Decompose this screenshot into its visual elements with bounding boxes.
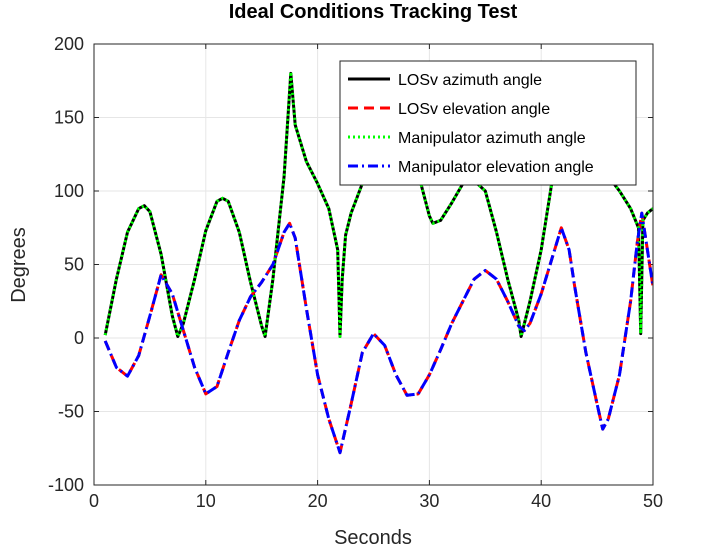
x-tick-label: 0 (89, 491, 99, 511)
y-tick-label: -100 (48, 475, 84, 495)
x-tick-label: 50 (643, 491, 663, 511)
legend-label: LOSv elevation angle (398, 101, 550, 118)
series-line-manipulator-elevation-angle (103, 211, 653, 455)
legend-label: Manipulator elevation angle (398, 159, 594, 176)
x-tick-label: 10 (196, 491, 216, 511)
plot-frame (93, 43, 654, 486)
y-tick-label: -50 (58, 402, 84, 422)
y-tick-label: 50 (64, 255, 84, 275)
legend-label: LOSv azimuth angle (398, 72, 542, 89)
legend-box (339, 60, 637, 186)
legend: LOSv azimuth angle LOSv elevation angle Ma… (339, 60, 637, 186)
y-axis-label: Degrees (8, 227, 30, 303)
chart-title: Ideal Conditions Tracking Test (229, 1, 518, 23)
y-tick-label: 150 (54, 108, 84, 128)
y-tick-label: 100 (54, 181, 84, 201)
legend-label: Manipulator azimuth angle (398, 130, 586, 147)
series-line-manipulator-azimuth-angle (103, 70, 653, 338)
x-axis-label: Seconds (334, 527, 412, 545)
y-tick-label: 0 (74, 328, 84, 348)
x-tick-label: 30 (419, 491, 439, 511)
y-tick-label: 200 (54, 34, 84, 54)
x-tick-label: 40 (531, 491, 551, 511)
x-tick-label: 20 (308, 491, 328, 511)
tick-labels: 0 10 20 30 40 50 -100 -50 0 50 100 150 200 (48, 34, 663, 511)
